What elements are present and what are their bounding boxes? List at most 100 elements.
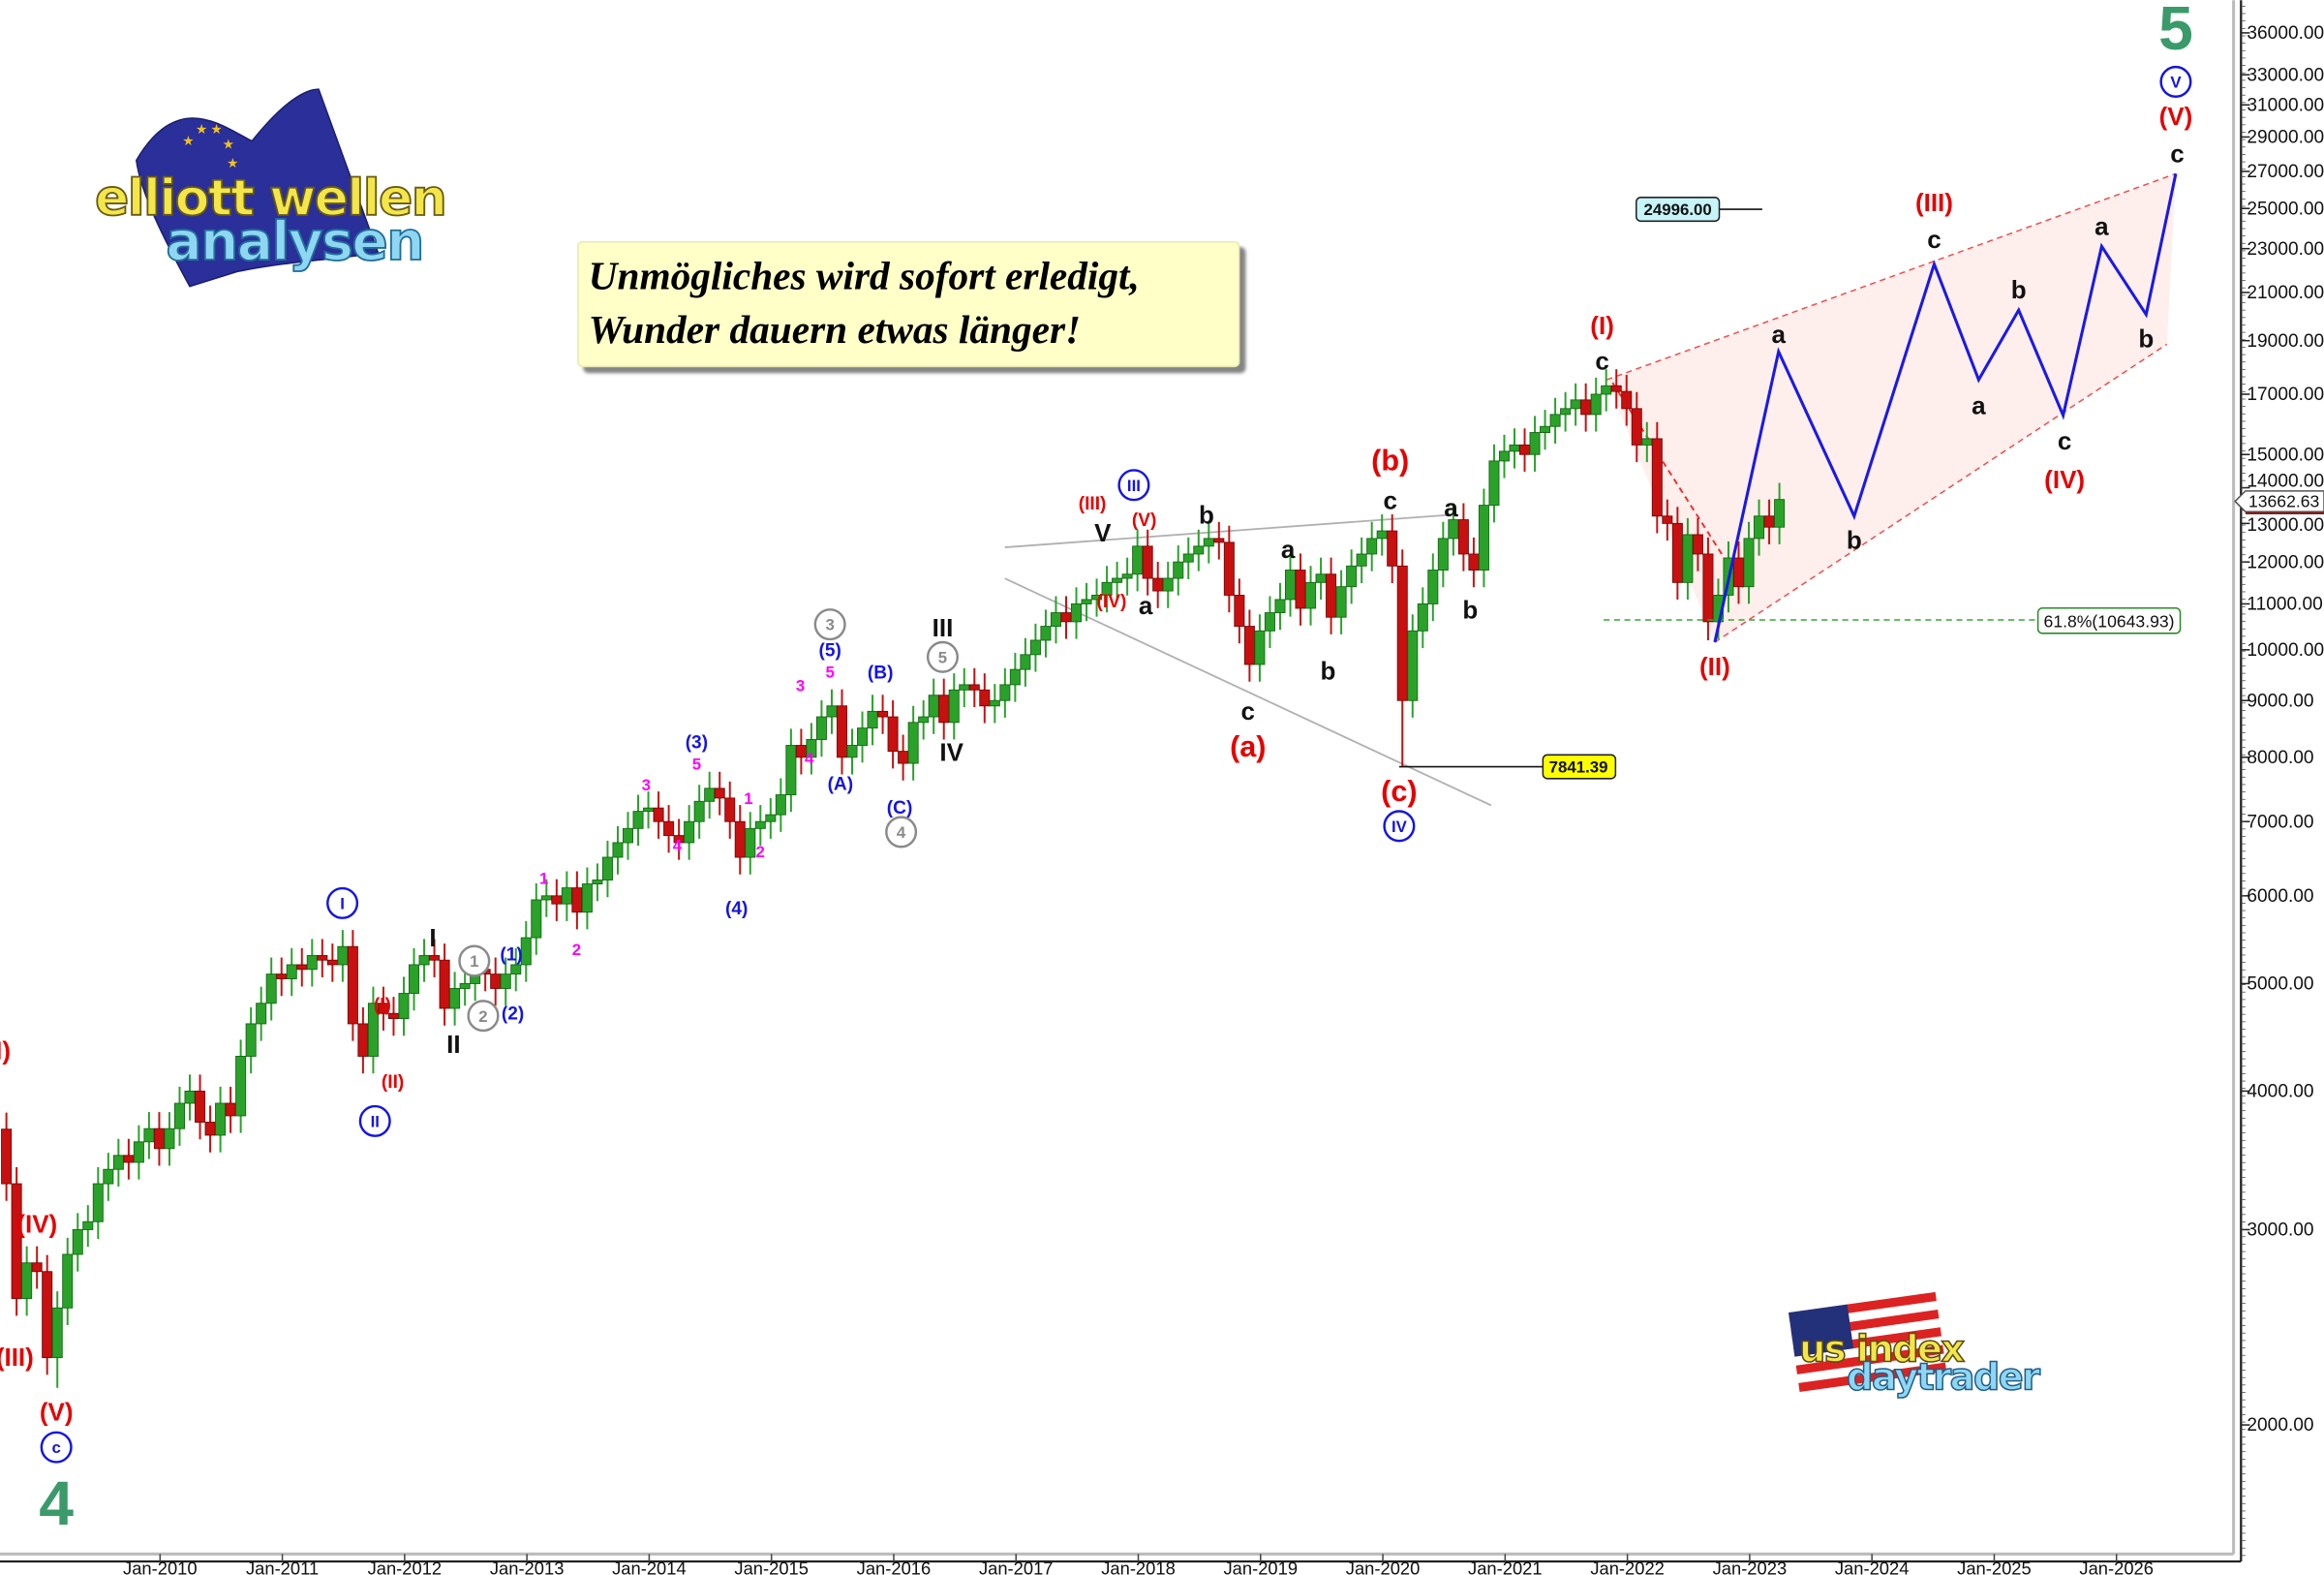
- candle-body: [836, 705, 847, 758]
- x-tick-label: Jan-2021: [1468, 1559, 1543, 1575]
- wave-label: a: [1772, 320, 1787, 349]
- fib-label: 61.8%(10643.93): [2036, 607, 2182, 634]
- candle-body: [724, 797, 736, 822]
- candle-body: [398, 993, 410, 1020]
- candle-body: [490, 973, 502, 989]
- candle-body: [1387, 530, 1398, 567]
- candle: [306, 939, 318, 987]
- wave-label: (I): [374, 995, 391, 1015]
- candle: [1182, 537, 1194, 579]
- candle-body: [1407, 630, 1419, 701]
- candle-body: [439, 959, 450, 1009]
- wave-label: (III): [1915, 188, 1953, 217]
- wave-label-text: 4: [39, 1468, 74, 1538]
- candle: [765, 798, 777, 839]
- logo-text-line-1: elliott wellen: [95, 170, 445, 228]
- quote-line-1: Unmögliches wird sofort erledigt,: [589, 254, 1140, 298]
- candle: [439, 943, 450, 1026]
- wave-label: 5: [825, 664, 834, 682]
- candle-body: [286, 964, 297, 979]
- y-tick-label: 31000.00: [2247, 95, 2324, 115]
- wave-label-text: (3): [686, 732, 708, 753]
- candle-body: [704, 788, 716, 802]
- wave-label: b: [2011, 275, 2027, 304]
- candle-body: [1376, 530, 1388, 540]
- y-axis[interactable]: 36000.00 33000.00 31000.00 29000.00 27000.00…: [2241, 5, 2324, 1557]
- candle-body: [1396, 565, 1408, 701]
- candle: [907, 705, 919, 781]
- candle-body: [1305, 581, 1317, 609]
- candle-body: [745, 827, 756, 858]
- candle-body: [326, 959, 338, 966]
- candle-body: [1356, 553, 1367, 567]
- candle-body: [11, 1183, 22, 1300]
- candle-body: [225, 1102, 236, 1117]
- candle-body: [1509, 444, 1520, 452]
- candle-body: [653, 807, 664, 822]
- candle-body: [112, 1155, 124, 1170]
- candle: [612, 825, 624, 875]
- wave-label-text: 5: [938, 648, 947, 666]
- y-tick-label: 4000.00: [2247, 1082, 2313, 1102]
- low-price-text: 7841.39: [1549, 758, 1608, 777]
- candle-body: [1315, 573, 1327, 583]
- x-axis[interactable]: Jan-2010 Jan-2011 Jan-2012 Jan-2013 Jan-2014…: [123, 1554, 2154, 1575]
- candle-body: [1457, 519, 1469, 555]
- candle: [31, 1246, 43, 1289]
- wave-label-circle: [1383, 810, 1416, 843]
- y-tick-label: 12000.00: [2247, 552, 2324, 572]
- wave-label: (IV): [16, 1209, 57, 1238]
- candle: [1478, 488, 1489, 588]
- wave-label: 4: [885, 816, 918, 849]
- candle-body: [153, 1127, 165, 1150]
- candle: [409, 947, 420, 1011]
- candle-body: [592, 880, 603, 885]
- candle: [1651, 421, 1663, 534]
- wave-label: 1: [539, 869, 548, 887]
- wave-label: 4: [673, 837, 683, 855]
- wave-label: (3): [686, 732, 708, 753]
- candle-body: [62, 1253, 74, 1309]
- candle: [1366, 521, 1378, 571]
- wave-label-text: (III): [1915, 188, 1953, 217]
- wave-label-circle: [358, 1104, 391, 1137]
- wave-label-text: a: [1281, 535, 1296, 564]
- wave-label: III: [1117, 469, 1150, 502]
- wave-label-text: II: [371, 1112, 380, 1130]
- wave-label: b: [1847, 526, 1862, 555]
- candle-body: [1580, 399, 1592, 416]
- candle: [520, 920, 532, 982]
- candle: [1264, 596, 1275, 649]
- wave-label: c: [1383, 485, 1396, 514]
- y-tick-label: 5000.00: [2247, 974, 2313, 995]
- candle: [500, 957, 511, 1006]
- y-tick-label: 15000.00: [2247, 445, 2324, 465]
- candle: [857, 711, 869, 763]
- candle: [1702, 537, 1714, 640]
- wave-label-circle: [458, 944, 491, 977]
- wave-label: 3: [642, 776, 651, 794]
- wave-label: (IV): [1097, 592, 1127, 612]
- wave-label: (III): [0, 1343, 34, 1372]
- wave-label-text: (II): [1699, 652, 1730, 681]
- candle-body: [215, 1102, 227, 1136]
- candle-body: [1193, 545, 1205, 555]
- candle-body: [612, 842, 624, 858]
- wave-label: 2: [467, 1000, 500, 1033]
- wave-label-text: (2): [502, 1004, 524, 1025]
- candle: [1621, 374, 1633, 426]
- x-tick-label: Jan-2017: [979, 1559, 1054, 1575]
- last-price-tag: 13662.63: [2234, 490, 2324, 514]
- candle-body: [826, 705, 838, 718]
- candle-body: [1601, 385, 1612, 395]
- candle-body: [1570, 399, 1581, 410]
- wave-label-circle: [1117, 469, 1150, 502]
- downtrend-line: [1611, 382, 1744, 588]
- candle: [82, 1205, 94, 1248]
- candle-body: [806, 739, 817, 758]
- y-tick-label: 36000.00: [2247, 23, 2324, 44]
- wave-label: b: [1320, 656, 1335, 685]
- candle-body: [429, 955, 441, 961]
- candle-body: [409, 964, 420, 994]
- candle: [367, 986, 379, 1074]
